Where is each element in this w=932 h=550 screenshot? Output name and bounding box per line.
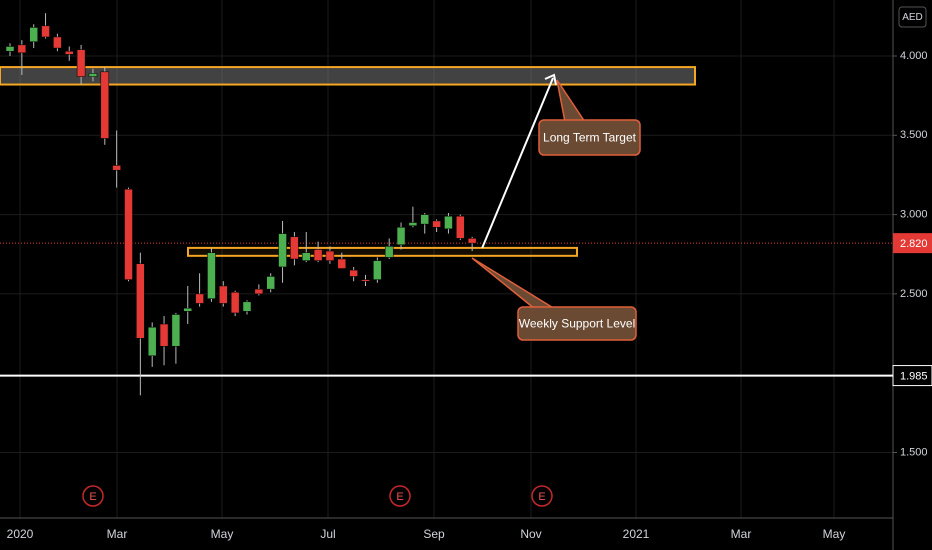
callout-pointer xyxy=(471,257,556,310)
candle-body xyxy=(112,165,121,171)
price-label-bg xyxy=(893,233,932,254)
x-tick-label: Mar xyxy=(731,527,752,541)
candle-body xyxy=(171,314,181,347)
event-marker xyxy=(82,485,104,507)
candle-body xyxy=(313,249,323,261)
arrow xyxy=(481,77,554,249)
candle-body xyxy=(53,36,62,49)
x-tick-label: Nov xyxy=(520,527,541,541)
candle-body xyxy=(456,215,465,239)
candle-body xyxy=(467,238,477,244)
price-axis xyxy=(893,0,932,550)
candle-body xyxy=(5,46,15,52)
candle-body xyxy=(420,214,429,225)
callout-text: Long Term Target xyxy=(543,131,637,145)
currency: AED xyxy=(902,12,923,23)
callout-text: Weekly Support Level xyxy=(519,317,636,331)
candle-body xyxy=(408,222,418,226)
candle-body xyxy=(124,188,133,280)
callout-box xyxy=(517,306,637,341)
candle-body xyxy=(266,276,275,290)
candle-body xyxy=(29,27,38,42)
candle-body xyxy=(444,215,453,230)
y-tick-label: 4.000 xyxy=(900,50,928,62)
x-tick-label: May xyxy=(211,527,234,541)
arrow-head xyxy=(544,73,557,86)
candle-body xyxy=(373,260,382,280)
candle-body xyxy=(17,44,27,54)
candle-body xyxy=(384,246,394,258)
event-label: E xyxy=(89,491,96,503)
event-label: E xyxy=(396,491,403,503)
y-tick-label: 3.000 xyxy=(900,208,928,220)
price-label: 1.985 xyxy=(900,370,928,382)
currency-box xyxy=(898,6,927,28)
candle-body xyxy=(396,227,406,245)
callout-pointer xyxy=(556,79,586,123)
candle-body xyxy=(76,49,86,77)
candle-body xyxy=(136,263,145,339)
candle-body xyxy=(207,252,216,299)
event-label: E xyxy=(538,491,545,503)
candle-body xyxy=(290,236,299,260)
candle-body xyxy=(337,258,347,269)
candle-body xyxy=(147,326,157,356)
x-tick-label: Sep xyxy=(423,527,445,541)
candle-body xyxy=(278,233,287,268)
candle-body xyxy=(230,292,240,314)
price-label: 2.820 xyxy=(900,238,928,250)
candle-body xyxy=(254,288,264,295)
candle-body xyxy=(325,250,335,261)
event-marker xyxy=(531,485,553,507)
candle-body xyxy=(159,323,169,347)
x-tick-label: 2020 xyxy=(7,527,34,541)
candle-body xyxy=(302,252,311,261)
candle-body xyxy=(183,307,192,312)
candle-body xyxy=(88,73,98,77)
candle-body xyxy=(195,293,204,304)
x-tick-label: 2021 xyxy=(623,527,650,541)
candle-body xyxy=(349,269,358,277)
price-label-bg xyxy=(892,365,932,387)
callout-box xyxy=(538,119,641,156)
zone xyxy=(187,246,578,257)
candle-body xyxy=(361,279,370,282)
candle-body xyxy=(100,71,110,139)
y-tick-label: 2.500 xyxy=(900,288,928,300)
y-tick-label: 3.500 xyxy=(900,129,928,141)
x-tick-label: May xyxy=(823,527,846,541)
x-tick-label: Jul xyxy=(320,527,335,541)
candle-body xyxy=(219,285,228,304)
candle-body xyxy=(41,25,50,38)
candle-body xyxy=(242,301,252,312)
x-tick-label: Mar xyxy=(107,527,128,541)
y-tick-label: 1.500 xyxy=(900,446,928,458)
event-marker xyxy=(389,485,411,507)
zone xyxy=(0,66,696,86)
candle-body xyxy=(432,220,441,228)
candle-body xyxy=(65,50,74,55)
